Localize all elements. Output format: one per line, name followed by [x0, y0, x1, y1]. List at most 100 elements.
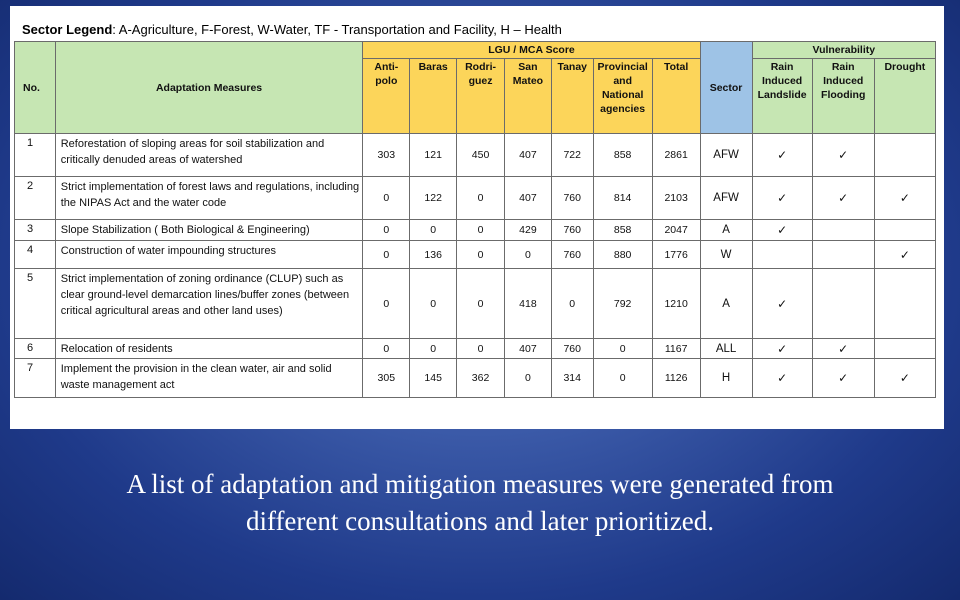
header-lgu-col: Baras — [409, 58, 458, 134]
table-row: 4 Construction of water impounding struct… — [14, 240, 937, 269]
score-cell: 0 — [409, 338, 458, 359]
row-number: 1 — [14, 133, 56, 177]
vulnerability-check: ✓ — [751, 338, 813, 359]
row-number: 5 — [14, 268, 56, 339]
score-cell: 1210 — [651, 268, 701, 339]
score-cell: 760 — [550, 338, 594, 359]
score-cell: 407 — [503, 133, 552, 177]
vulnerability-check: ✓ — [811, 338, 875, 359]
measure-text: Reforestation of sloping areas for soil … — [54, 133, 364, 177]
score-cell: 0 — [362, 268, 411, 339]
row-number: 4 — [14, 240, 56, 269]
header-lgu-mca-score: LGU / MCA Score — [362, 41, 701, 59]
header-no: No. — [14, 41, 56, 134]
vulnerability-check — [873, 219, 937, 241]
sector-cell: H — [699, 358, 753, 398]
score-cell: 0 — [456, 338, 505, 359]
score-cell: 722 — [550, 133, 594, 177]
sector-cell: AFW — [699, 133, 753, 177]
vulnerability-check — [873, 133, 937, 177]
score-cell: 0 — [456, 176, 505, 220]
score-cell: 0 — [362, 176, 411, 220]
score-cell: 429 — [503, 219, 552, 241]
measure-text: Strict implementation of zoning ordinanc… — [54, 268, 364, 339]
score-cell: 1126 — [651, 358, 701, 398]
row-number: 2 — [14, 176, 56, 220]
vulnerability-check: ✓ — [751, 219, 813, 241]
vulnerability-check: ✓ — [873, 358, 937, 398]
row-number: 7 — [14, 358, 56, 398]
score-cell: 858 — [592, 133, 653, 177]
header-lgu-col: Anti- polo — [362, 58, 411, 134]
score-cell: 450 — [456, 133, 505, 177]
sector-cell: ALL — [699, 338, 753, 359]
score-cell: 760 — [550, 240, 594, 269]
measure-text: Implement the provision in the clean wat… — [54, 358, 364, 398]
adaptation-measures-table: No. Adaptation Measures LGU / MCA Score … — [14, 41, 937, 398]
score-cell: 362 — [456, 358, 505, 398]
header-vulnerability: Vulnerability — [751, 41, 937, 59]
score-cell: 407 — [503, 338, 552, 359]
table-row: 1 Reforestation of sloping areas for soil… — [14, 133, 937, 177]
score-cell: 0 — [592, 338, 653, 359]
score-cell: 407 — [503, 176, 552, 220]
score-cell: 760 — [550, 219, 594, 241]
header-adaptation-measures: Adaptation Measures — [54, 41, 364, 134]
header-lgu-col: Total — [651, 58, 701, 134]
row-number: 6 — [14, 338, 56, 359]
sector-legend-label: Sector Legend — [22, 22, 113, 37]
vulnerability-check: ✓ — [873, 176, 937, 220]
sector-cell: A — [699, 219, 753, 241]
header-vulnerability-col: Rain Induced Landslide — [751, 58, 813, 134]
vulnerability-check — [873, 338, 937, 359]
score-cell: 760 — [550, 176, 594, 220]
score-cell: 0 — [362, 219, 411, 241]
score-cell: 136 — [409, 240, 458, 269]
header-lgu-col: Tanay — [550, 58, 594, 134]
score-cell: 0 — [456, 240, 505, 269]
score-cell: 1776 — [651, 240, 701, 269]
score-cell: 122 — [409, 176, 458, 220]
score-cell: 814 — [592, 176, 653, 220]
score-cell: 0 — [503, 358, 552, 398]
vulnerability-check — [811, 219, 875, 241]
vulnerability-check — [751, 240, 813, 269]
caption-line-1: A list of adaptation and mitigation meas… — [126, 469, 834, 499]
score-cell: 2047 — [651, 219, 701, 241]
table-row: 5 Strict implementation of zoning ordinan… — [14, 268, 937, 339]
sector-cell: W — [699, 240, 753, 269]
score-cell: 0 — [503, 240, 552, 269]
score-cell: 2103 — [651, 176, 701, 220]
header-vulnerability-col: Rain Induced Flooding — [811, 58, 875, 134]
score-cell: 303 — [362, 133, 411, 177]
table-row: 6 Relocation of residents 0 0 0 407 760 0 1167 AL… — [14, 338, 937, 359]
sector-legend-text: : A-Agriculture, F-Forest, W-Water, TF -… — [112, 22, 562, 37]
score-cell: 0 — [362, 338, 411, 359]
score-cell: 305 — [362, 358, 411, 398]
score-cell: 0 — [550, 268, 594, 339]
slide-caption: A list of adaptation and mitigation meas… — [0, 466, 960, 540]
score-cell: 2861 — [651, 133, 701, 177]
score-cell: 880 — [592, 240, 653, 269]
vulnerability-check — [811, 240, 875, 269]
row-number: 3 — [14, 219, 56, 241]
score-cell: 0 — [362, 240, 411, 269]
score-cell: 418 — [503, 268, 552, 339]
measure-text: Slope Stabilization ( Both Biological & … — [54, 219, 364, 241]
score-cell: 1167 — [651, 338, 701, 359]
vulnerability-check: ✓ — [811, 133, 875, 177]
score-cell: 0 — [592, 358, 653, 398]
vulnerability-check: ✓ — [751, 358, 813, 398]
caption-line-2: different consultations and later priori… — [245, 506, 715, 536]
sector-legend: Sector Legend: A-Agriculture, F-Forest, … — [22, 22, 562, 37]
score-cell: 314 — [550, 358, 594, 398]
table-image-panel: Sector Legend: A-Agriculture, F-Forest, … — [10, 6, 944, 429]
vulnerability-check: ✓ — [873, 240, 937, 269]
header-sector: Sector — [699, 41, 753, 134]
header-vulnerability-col: Drought — [873, 58, 937, 134]
table-row: 2 Strict implementation of forest laws an… — [14, 176, 937, 220]
header-lgu-col: Provincial and National agencies — [592, 58, 653, 134]
score-cell: 0 — [456, 219, 505, 241]
score-cell: 858 — [592, 219, 653, 241]
vulnerability-check — [873, 268, 937, 339]
